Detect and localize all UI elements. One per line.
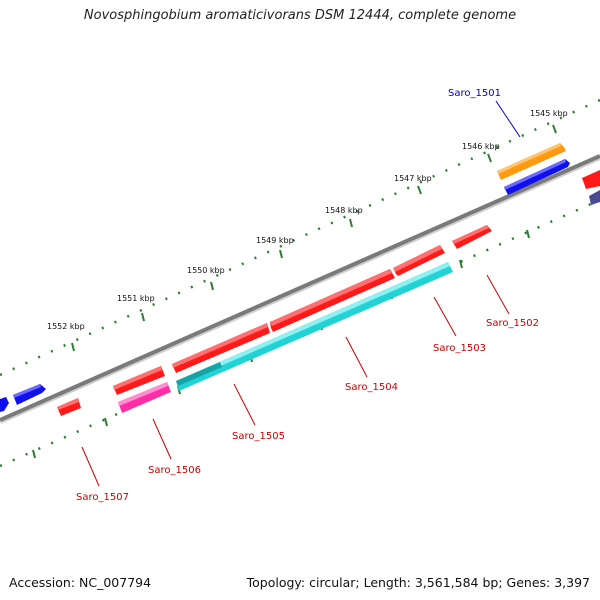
major-tick <box>32 449 36 459</box>
major-tick <box>349 218 353 228</box>
tick-label-1549: 1549 kbp <box>256 236 294 245</box>
gene-shadow <box>176 362 222 386</box>
gene-label-saro-1504[interactable]: Saro_1504 <box>345 382 398 393</box>
gene-highlight <box>172 323 268 368</box>
gene-highlight <box>13 384 41 398</box>
gene-highlight <box>118 382 168 406</box>
major-tick <box>141 312 145 322</box>
genome-title: Novosphingobium aromaticivorans DSM 1244… <box>83 8 517 23</box>
tick-label-1552: 1552 kbp <box>47 322 85 331</box>
major-tick <box>279 249 283 259</box>
major-tick <box>552 124 557 134</box>
gene-highlight <box>57 398 79 410</box>
tick-label-1545: 1545 kbp <box>530 109 568 118</box>
gene-highlight <box>113 366 162 390</box>
major-tick <box>459 259 463 269</box>
genome-stats-text: Topology: circular; Length: 3,561,584 bp… <box>246 575 590 590</box>
gene-highlight <box>497 143 561 174</box>
gene-left-blue[interactable] <box>13 384 46 405</box>
gene-label-saro-1502[interactable]: Saro_1502 <box>486 318 539 329</box>
tick-label-1551: 1551 kbp <box>117 294 155 303</box>
gene-highlight <box>270 269 392 326</box>
major-tick <box>526 229 530 239</box>
accession-text: Accession: NC_007794 <box>9 575 152 590</box>
gene-blue-upper[interactable] <box>504 159 570 195</box>
major-tick <box>71 342 75 352</box>
tick-label-1547: 1547 kbp <box>394 174 432 183</box>
gene-highlight <box>452 225 489 244</box>
gene-labels: Saro_1501 Saro_1502 Saro_1503 Saro_1504 … <box>76 88 539 503</box>
reverse-genes <box>118 159 600 413</box>
major-tick <box>417 185 422 195</box>
tick-label-1550: 1550 kbp <box>187 266 225 275</box>
gene-partial-navy[interactable] <box>589 190 600 205</box>
major-tick <box>210 281 214 291</box>
label-leaders <box>81 100 521 487</box>
gene-label-saro-1501[interactable]: Saro_1501 <box>448 88 501 99</box>
gene-label-saro-1507[interactable]: Saro_1507 <box>76 492 129 503</box>
gene-highlight <box>393 245 442 272</box>
tick-label-1548: 1548 kbp <box>325 206 363 215</box>
gene-saro-1501[interactable] <box>497 143 566 180</box>
gene-highlight <box>176 262 450 385</box>
tick-label-1546: 1546 kbp <box>462 142 500 151</box>
tick-labels: 1545 kbp 1546 kbp 1547 kbp 1548 kbp 1549… <box>47 109 568 331</box>
gene-label-saro-1503[interactable]: Saro_1503 <box>433 343 486 354</box>
gene-label-saro-1505[interactable]: Saro_1505 <box>232 431 285 442</box>
gene-highlight <box>504 159 566 190</box>
gene-partial-red[interactable] <box>582 170 600 189</box>
outer-ruler <box>0 98 600 377</box>
genome-backbone <box>0 154 600 424</box>
gene-left-blue-partial[interactable] <box>0 397 9 412</box>
forward-genes <box>0 143 600 416</box>
gene-label-saro-1506[interactable]: Saro_1506 <box>148 465 201 476</box>
major-tick <box>104 417 108 427</box>
major-tick <box>487 153 492 163</box>
